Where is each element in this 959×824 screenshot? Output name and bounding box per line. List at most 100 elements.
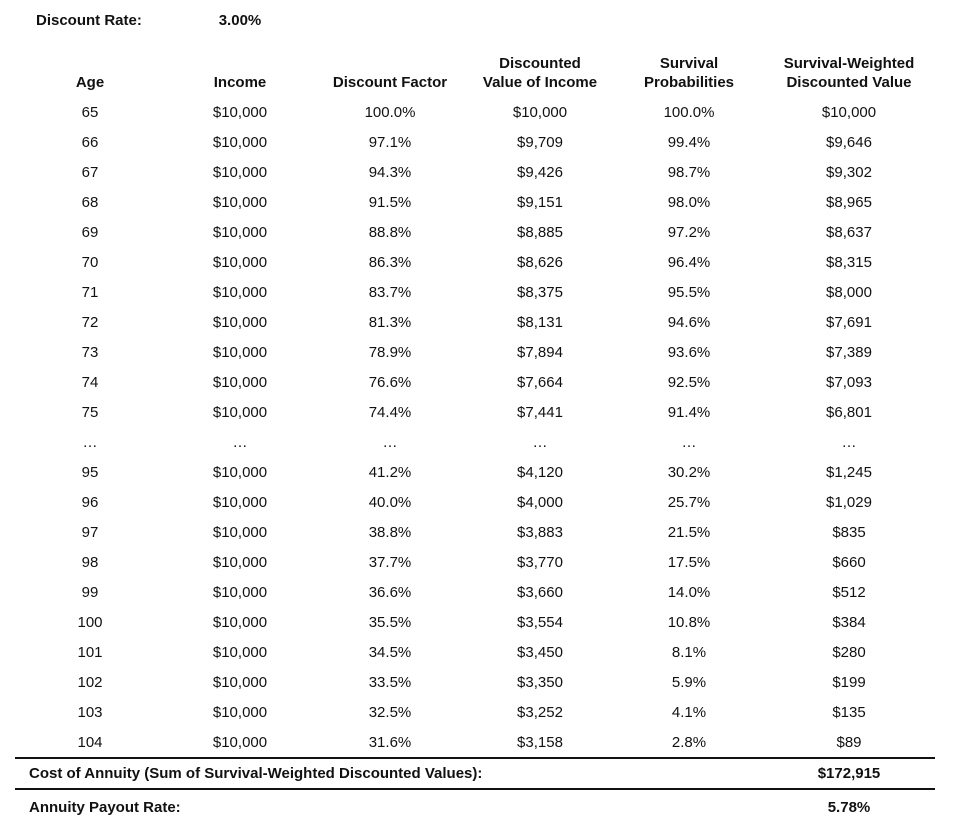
table-cell: 91.4% [667, 403, 711, 421]
table-cell: … [841, 433, 857, 451]
table-cell: … [82, 433, 98, 451]
table-cell: 5.9% [671, 673, 707, 691]
table-cell: $1,245 [826, 463, 872, 481]
discount-rate-label: Discount Rate: [36, 12, 142, 29]
table-cell: 99 [81, 583, 99, 601]
column-header-survival-weighted: Survival-Weighted Discounted Value [783, 54, 915, 91]
table-cell: $3,883 [517, 523, 563, 541]
table-cell: 36.6% [368, 583, 412, 601]
table-cell: 78.9% [368, 343, 412, 361]
table-row: 70 $10,000 86.3% $8,626 96.4% $8,315 [15, 247, 935, 277]
table-cell: $199 [832, 673, 866, 691]
table-cell: 71 [81, 283, 99, 301]
table-cell: 99.4% [667, 133, 711, 151]
table-cell: $3,350 [517, 673, 563, 691]
table-row: 100 $10,000 35.5% $3,554 10.8% $384 [15, 607, 935, 637]
table-cell: 74 [81, 373, 99, 391]
table-cell: $10,000 [212, 643, 268, 661]
table-cell: 70 [81, 253, 99, 271]
table-cell: $8,885 [517, 223, 563, 241]
table-cell: 100.0% [663, 103, 715, 121]
table-cell: $660 [832, 553, 866, 571]
column-header-discounted-value: Discounted Value of Income [482, 54, 598, 91]
table-cell: 98 [81, 553, 99, 571]
table-cell: $8,637 [826, 223, 872, 241]
table-cell: 75 [81, 403, 99, 421]
table-cell: $10,000 [212, 313, 268, 331]
table-cell: $280 [832, 643, 866, 661]
table-cell: 101 [77, 643, 103, 661]
cost-of-annuity-row: Cost of Annuity (Sum of Survival-Weighte… [15, 757, 935, 790]
table-cell: 74.4% [368, 403, 412, 421]
table-cell: $89 [836, 733, 862, 751]
table-cell: 96.4% [667, 253, 711, 271]
table-cell: 66 [81, 133, 99, 151]
table-cell: 83.7% [368, 283, 412, 301]
table-cell: 65 [81, 103, 99, 121]
table-cell: … [681, 433, 697, 451]
table-row: 75 $10,000 74.4% $7,441 91.4% $6,801 [15, 397, 935, 427]
table-cell: 100.0% [364, 103, 416, 121]
table-cell: $135 [832, 703, 866, 721]
table-cell: 67 [81, 163, 99, 181]
table-cell: … [382, 433, 398, 451]
table-cell: $10,000 [212, 343, 268, 361]
table-cell: 95 [81, 463, 99, 481]
annuity-payout-rate-label: Annuity Payout Rate: [29, 799, 181, 816]
table-cell: $3,450 [517, 643, 563, 661]
table-row: 102 $10,000 33.5% $3,350 5.9% $199 [15, 667, 935, 697]
table-cell: 25.7% [667, 493, 711, 511]
table-cell: $835 [832, 523, 866, 541]
table-cell: 76.6% [368, 373, 412, 391]
table-cell: 33.5% [368, 673, 412, 691]
table-cell: $6,801 [826, 403, 872, 421]
table-cell: $4,120 [517, 463, 563, 481]
column-header-survival-probabilities: Survival Probabilities [643, 54, 735, 91]
table-cell: $10,000 [212, 403, 268, 421]
table-cell: $10,000 [212, 223, 268, 241]
table-row: 74 $10,000 76.6% $7,664 92.5% $7,093 [15, 367, 935, 397]
table-cell: $7,894 [517, 343, 563, 361]
table-cell: 10.8% [667, 613, 711, 631]
table-cell: $9,646 [826, 133, 872, 151]
table-row: 73 $10,000 78.9% $7,894 93.6% $7,389 [15, 337, 935, 367]
table-cell: $10,000 [212, 133, 268, 151]
table-cell: 97 [81, 523, 99, 541]
table-cell: $10,000 [212, 193, 268, 211]
table-cell: 93.6% [667, 343, 711, 361]
table-cell: 35.5% [368, 613, 412, 631]
table-cell: $7,093 [826, 373, 872, 391]
table-cell: $7,691 [826, 313, 872, 331]
table-cell: 97.2% [667, 223, 711, 241]
table-cell: $1,029 [826, 493, 872, 511]
table-cell: 40.0% [368, 493, 412, 511]
table-cell: 8.1% [671, 643, 707, 661]
table-cell: 88.8% [368, 223, 412, 241]
table-cell: $10,000 [212, 523, 268, 541]
table-cell: 104 [77, 733, 103, 751]
header-row: Age Income Discount Factor Discounted Va… [15, 42, 935, 97]
table-body: 65 $10,000 100.0% $10,000 100.0% $10,000 66 $10… [15, 97, 935, 757]
table-cell: … [532, 433, 548, 451]
table-cell: $10,000 [821, 103, 877, 121]
table-cell: $7,441 [517, 403, 563, 421]
table-cell: 97.1% [368, 133, 412, 151]
discount-rate-value: 3.00% [218, 12, 262, 29]
table-cell: $3,252 [517, 703, 563, 721]
table-cell: $8,375 [517, 283, 563, 301]
table-cell: 100 [77, 613, 103, 631]
table-cell: 102 [77, 673, 103, 691]
table-cell: $10,000 [212, 703, 268, 721]
table-row: 71 $10,000 83.7% $8,375 95.5% $8,000 [15, 277, 935, 307]
table-cell: 31.6% [368, 733, 412, 751]
table-cell: 72 [81, 313, 99, 331]
table-row: 66 $10,000 97.1% $9,709 99.4% $9,646 [15, 127, 935, 157]
discount-rate-row: Discount Rate: 3.00% [0, 0, 959, 36]
table-cell: $3,158 [517, 733, 563, 751]
table-row: 103 $10,000 32.5% $3,252 4.1% $135 [15, 697, 935, 727]
table-cell: $7,664 [517, 373, 563, 391]
table-row: ……………… [15, 427, 935, 457]
table-cell: 21.5% [667, 523, 711, 541]
table-cell: $8,315 [826, 253, 872, 271]
